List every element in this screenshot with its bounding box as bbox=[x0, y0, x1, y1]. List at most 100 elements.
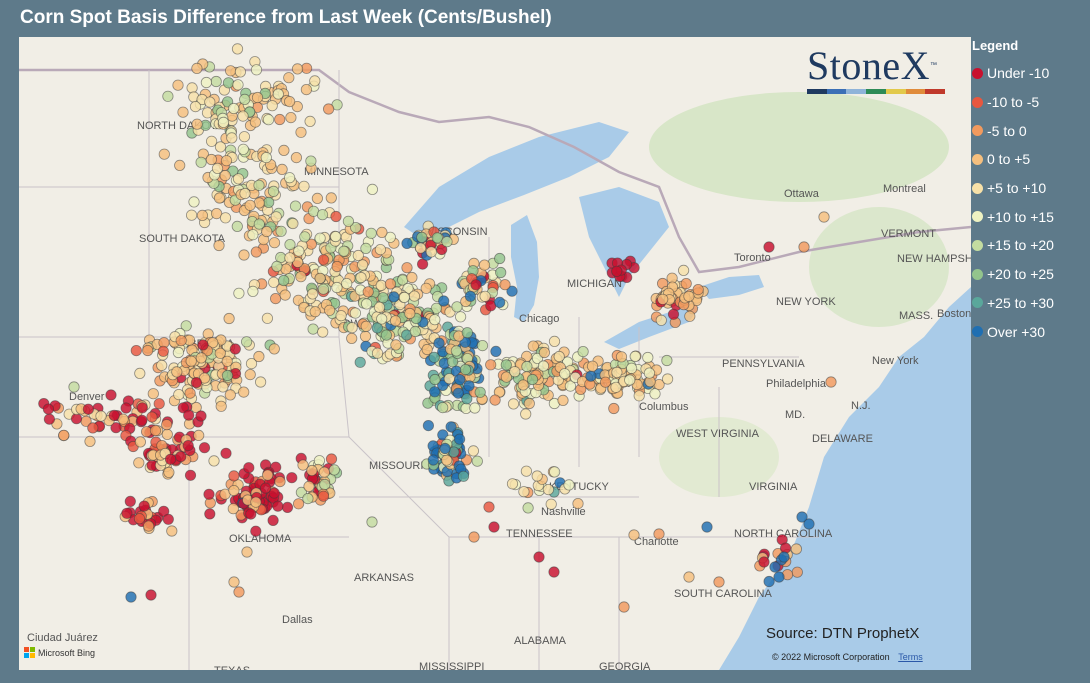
basis-marker bbox=[446, 356, 459, 368]
basis-marker bbox=[251, 91, 264, 104]
basis-marker bbox=[304, 115, 316, 128]
basis-marker bbox=[585, 370, 597, 382]
basis-marker bbox=[253, 179, 265, 191]
basis-marker bbox=[302, 492, 314, 505]
lake-michigan bbox=[511, 215, 539, 322]
basis-marker bbox=[250, 525, 262, 537]
basis-marker bbox=[317, 326, 329, 338]
basis-marker bbox=[289, 200, 302, 212]
basis-marker bbox=[356, 259, 369, 271]
basis-marker bbox=[429, 373, 441, 386]
basis-marker bbox=[355, 271, 367, 284]
basis-marker bbox=[172, 79, 184, 91]
basis-marker bbox=[509, 366, 521, 378]
microsoft-logo-icon bbox=[24, 647, 35, 658]
basis-marker bbox=[309, 306, 321, 318]
basis-marker bbox=[517, 379, 529, 391]
basis-marker bbox=[553, 350, 565, 363]
basis-marker bbox=[319, 478, 331, 491]
basis-marker bbox=[276, 163, 288, 175]
basis-marker bbox=[470, 279, 482, 291]
basis-marker bbox=[371, 347, 384, 359]
basis-marker bbox=[436, 243, 448, 256]
basis-marker bbox=[350, 222, 362, 234]
basis-marker bbox=[291, 63, 304, 75]
place-label: Denver bbox=[69, 391, 105, 403]
basis-marker bbox=[421, 343, 433, 356]
basis-marker bbox=[479, 290, 491, 302]
basis-marker bbox=[494, 252, 506, 265]
basis-marker bbox=[121, 507, 133, 519]
place-label: GEORGIA bbox=[599, 661, 651, 670]
basis-marker bbox=[285, 112, 297, 124]
basis-marker bbox=[611, 265, 623, 277]
basis-marker bbox=[293, 245, 305, 257]
basis-marker bbox=[373, 301, 386, 313]
basis-marker bbox=[713, 576, 725, 588]
basis-marker bbox=[610, 381, 622, 393]
basis-marker bbox=[457, 470, 470, 482]
basis-marker bbox=[283, 172, 296, 184]
basis-marker bbox=[506, 285, 518, 297]
basis-marker bbox=[408, 290, 420, 302]
basis-marker bbox=[205, 153, 217, 166]
basis-marker bbox=[506, 478, 519, 490]
basis-marker bbox=[322, 103, 335, 115]
basis-marker bbox=[375, 279, 387, 291]
basis-marker bbox=[420, 282, 432, 294]
basis-marker bbox=[518, 486, 530, 498]
basis-marker bbox=[268, 343, 280, 355]
basis-marker bbox=[362, 286, 374, 298]
legend-item: +15 to +20 bbox=[972, 231, 1087, 260]
copyright-notice: © 2022 Microsoft Corporation Terms bbox=[772, 652, 923, 662]
basis-marker bbox=[225, 65, 237, 77]
basis-marker bbox=[220, 155, 233, 167]
basis-marker bbox=[195, 352, 207, 364]
basis-marker bbox=[228, 576, 240, 588]
basis-marker bbox=[374, 244, 386, 256]
basis-marker bbox=[255, 376, 267, 388]
legend-label: Under -10 bbox=[987, 65, 1050, 82]
basis-marker bbox=[376, 313, 388, 325]
basis-marker bbox=[471, 455, 483, 467]
basis-marker bbox=[307, 323, 319, 335]
basis-marker bbox=[158, 148, 170, 160]
basis-marker bbox=[342, 215, 354, 227]
basis-marker bbox=[388, 291, 400, 303]
basis-marker bbox=[188, 196, 200, 208]
basis-marker bbox=[249, 116, 261, 128]
legend-label: +10 to +15 bbox=[987, 208, 1054, 225]
basis-marker bbox=[175, 334, 187, 347]
basis-marker bbox=[338, 245, 350, 257]
basis-marker bbox=[82, 403, 94, 415]
basis-marker bbox=[272, 500, 284, 512]
basis-marker bbox=[241, 336, 253, 348]
basis-marker bbox=[290, 152, 302, 164]
basis-marker bbox=[520, 465, 532, 477]
basis-marker bbox=[164, 453, 177, 465]
basis-marker bbox=[371, 322, 383, 334]
place-label: MASS. bbox=[899, 310, 933, 322]
basis-marker bbox=[186, 209, 198, 221]
place-label: New York bbox=[872, 355, 919, 367]
basis-marker bbox=[318, 466, 330, 478]
place-label: Chicago bbox=[519, 313, 559, 325]
basis-marker bbox=[253, 218, 265, 230]
basis-marker bbox=[317, 490, 330, 502]
basis-marker bbox=[438, 295, 450, 307]
basis-marker bbox=[330, 210, 342, 223]
basis-marker bbox=[171, 366, 183, 378]
basis-marker bbox=[204, 96, 216, 108]
place-label: ARKANSAS bbox=[354, 572, 414, 584]
basis-marker bbox=[268, 487, 280, 499]
basis-marker bbox=[262, 114, 275, 126]
legend-item: -5 to 0 bbox=[972, 116, 1087, 145]
basis-marker bbox=[162, 90, 174, 102]
basis-marker bbox=[138, 500, 150, 512]
terms-link[interactable]: Terms bbox=[898, 652, 923, 662]
legend-label: +20 to +25 bbox=[987, 266, 1054, 283]
map-panel[interactable]: NORTH DAKOTA MINNESOTA SOUTH DAKOTA WISCONS… bbox=[19, 37, 971, 670]
brand-trademark: ™ bbox=[930, 62, 938, 69]
basis-marker bbox=[284, 239, 296, 251]
